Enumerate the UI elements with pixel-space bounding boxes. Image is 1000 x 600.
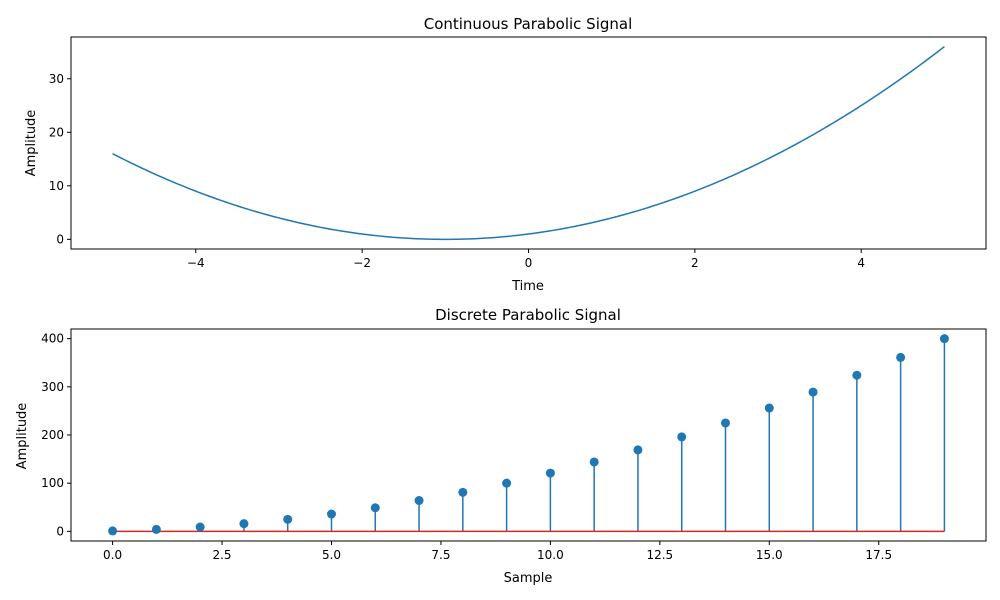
y-tick-label: 0 <box>56 524 64 538</box>
y-tick-label: 30 <box>49 72 64 86</box>
stem-marker <box>808 387 818 397</box>
stem-marker <box>370 503 380 513</box>
x-tick-label: 0.0 <box>103 548 122 562</box>
y-tick-label: 200 <box>41 428 64 442</box>
y-tick-label: 300 <box>41 380 64 394</box>
plot-frame <box>70 328 987 542</box>
stem-marker <box>677 432 687 442</box>
x-axis-label: Time <box>511 279 544 294</box>
stem-marker <box>589 457 599 467</box>
x-tick-label: 0 <box>525 256 533 270</box>
stem-marker <box>458 487 468 497</box>
stem-marker <box>633 445 643 455</box>
stem-marker <box>764 403 774 413</box>
y-tick-label: 100 <box>41 476 64 490</box>
y-axis-label: Amplitude <box>24 110 39 177</box>
stem-marker <box>545 468 555 478</box>
x-tick-label: −2 <box>353 256 371 270</box>
series-line <box>112 46 945 241</box>
stem-marker <box>852 370 862 380</box>
x-tick-label: 10.0 <box>537 548 564 562</box>
stem-marker <box>195 522 205 532</box>
y-tick-label: 0 <box>56 232 64 246</box>
x-tick-label: 15.0 <box>756 548 783 562</box>
y-tick-label: 20 <box>49 125 64 139</box>
chart-title: Continuous Parabolic Signal <box>424 15 633 33</box>
x-tick-label: 4 <box>857 256 865 270</box>
x-axis-label: Sample <box>504 571 553 586</box>
stem-marker <box>151 524 161 534</box>
y-axis-label: Amplitude <box>15 403 30 470</box>
x-tick-label: 17.5 <box>865 548 892 562</box>
x-tick-label: 7.5 <box>431 548 450 562</box>
stem-marker <box>326 509 336 519</box>
y-tick-label: 400 <box>41 332 64 346</box>
discrete-signal-chart: Discrete Parabolic Signal Sample Amplitu… <box>15 306 987 586</box>
stem-marker <box>896 352 906 362</box>
stem-marker <box>502 478 512 488</box>
x-tick-label: 12.5 <box>646 548 673 562</box>
stem-marker <box>283 514 293 524</box>
x-tick-label: −4 <box>187 256 205 270</box>
stem-marker <box>721 418 731 428</box>
x-tick-label: 5.0 <box>322 548 341 562</box>
stem-marker <box>939 334 949 344</box>
chart-title: Discrete Parabolic Signal <box>435 306 621 324</box>
y-tick-label: 10 <box>49 179 64 193</box>
plot-frame <box>70 36 987 250</box>
x-tick-label: 2 <box>691 256 699 270</box>
stem-marker <box>239 519 249 529</box>
continuous-signal-chart: Continuous Parabolic Signal Time Amplitu… <box>24 15 987 294</box>
stem-marker <box>108 526 118 536</box>
x-tick-label: 2.5 <box>212 548 231 562</box>
stem-marker <box>414 496 424 506</box>
